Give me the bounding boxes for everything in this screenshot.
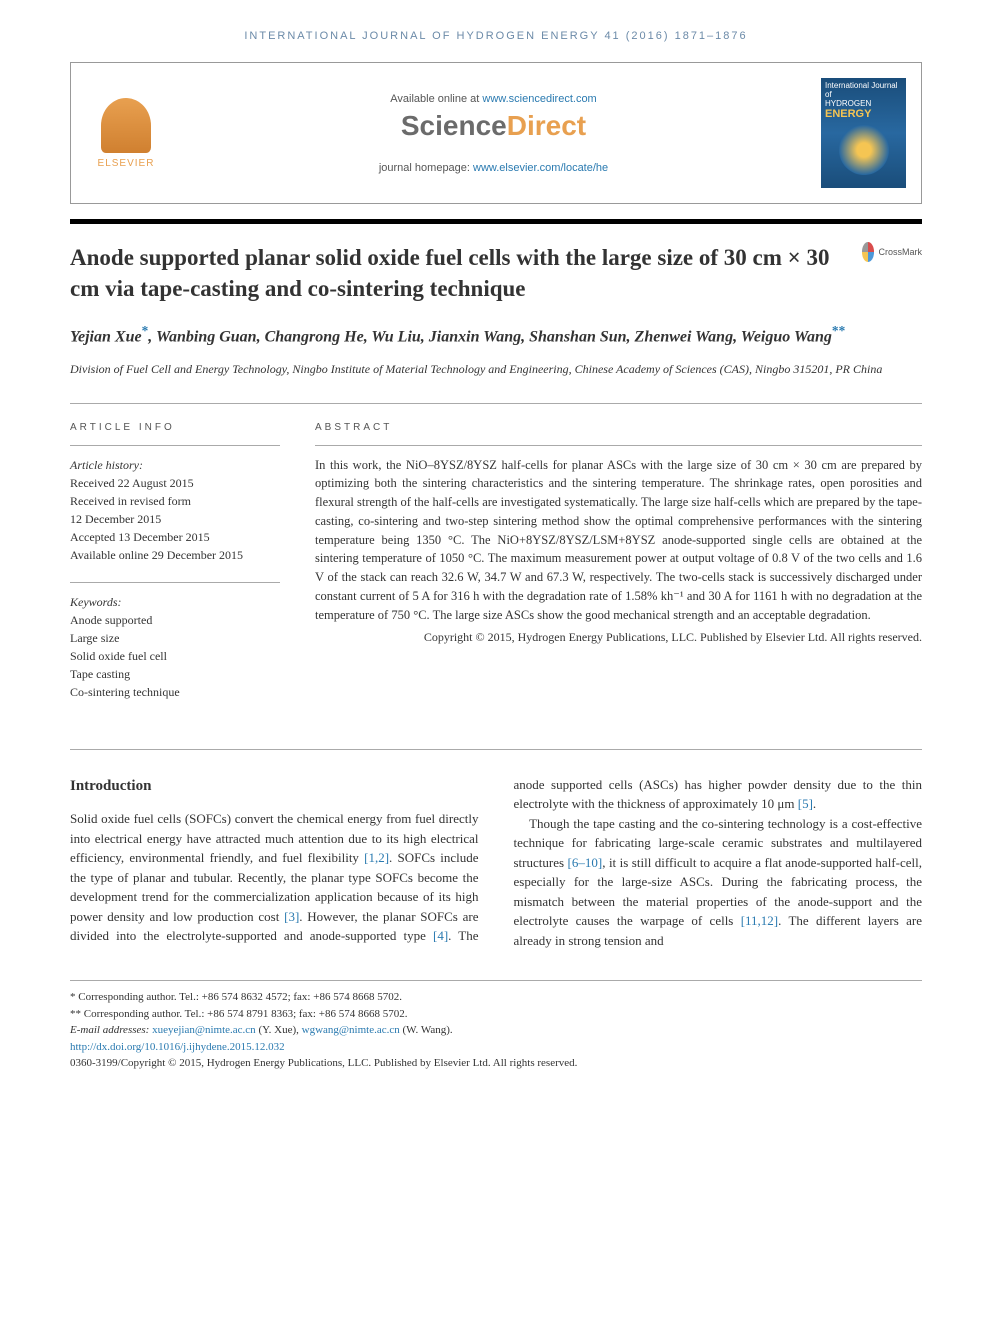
article-title: Anode supported planar solid oxide fuel … [70, 242, 847, 304]
crossmark-label: CrossMark [878, 247, 922, 257]
affiliation: Division of Fuel Cell and Energy Technol… [70, 361, 922, 378]
authors-list: Yejian Xue*, Wanbing Guan, Changrong He,… [70, 322, 922, 349]
email-who-2: (W. Wang). [400, 1024, 453, 1036]
journal-cover-thumbnail[interactable]: International Journal of HYDROGEN ENERGY [821, 78, 906, 188]
keyword-item: Large size [70, 629, 280, 647]
elsevier-label: ELSEVIER [98, 158, 155, 169]
email-prefix: E-mail addresses: [70, 1024, 152, 1036]
reference-link[interactable]: [3] [284, 909, 299, 924]
email-line: E-mail addresses: xueyejian@nimte.ac.cn … [70, 1022, 922, 1039]
keyword-item: Anode supported [70, 611, 280, 629]
abstract-text: In this work, the NiO–8YSZ/8YSZ half-cel… [315, 445, 922, 625]
elsevier-tree-icon [101, 98, 151, 153]
cover-subtitle: International Journal of [825, 82, 902, 100]
keywords-block: Keywords: Anode supported Large size Sol… [70, 582, 280, 701]
homepage-link[interactable]: www.elsevier.com/locate/he [473, 162, 608, 174]
corresponding-author-1: * Corresponding author. Tel.: +86 574 86… [70, 989, 922, 1006]
keyword-item: Co-sintering technique [70, 683, 280, 701]
keyword-item: Solid oxide fuel cell [70, 647, 280, 665]
online-date: Available online 29 December 2015 [70, 546, 280, 564]
sd-science-text: Science [401, 110, 507, 141]
article-history-block: Article history: Received 22 August 2015… [70, 445, 280, 564]
copyright-line: Copyright © 2015, Hydrogen Energy Public… [315, 629, 922, 646]
article-info-heading: ARTICLE INFO [70, 422, 280, 433]
introduction-heading: Introduction [70, 775, 479, 798]
cover-globe-icon [839, 125, 889, 175]
received-date: Received 22 August 2015 [70, 474, 280, 492]
accepted-date: Accepted 13 December 2015 [70, 528, 280, 546]
reference-link[interactable]: [4] [433, 928, 448, 943]
revised-line1: Received in revised form [70, 492, 280, 510]
reference-link[interactable]: [1,2] [364, 850, 389, 865]
keywords-label: Keywords: [70, 593, 280, 611]
section-divider [70, 749, 922, 750]
available-prefix: Available online at [390, 93, 482, 105]
issn-copyright-line: 0360-3199/Copyright © 2015, Hydrogen Ene… [70, 1055, 922, 1072]
crossmark-badge[interactable]: CrossMark [862, 242, 922, 262]
sciencedirect-link[interactable]: www.sciencedirect.com [482, 93, 596, 105]
corresponding-author-2: ** Corresponding author. Tel.: +86 574 8… [70, 1006, 922, 1023]
homepage-prefix: journal homepage: [379, 162, 473, 174]
history-label: Article history: [70, 456, 280, 474]
journal-header-box: ELSEVIER Available online at www.science… [70, 62, 922, 204]
available-online-line: Available online at www.sciencedirect.co… [166, 93, 821, 105]
divider-bar [70, 219, 922, 224]
abstract-heading: ABSTRACT [315, 422, 922, 433]
article-info-column: ARTICLE INFO Article history: Received 2… [70, 422, 280, 719]
cover-title-energy: ENERGY [825, 108, 902, 120]
doi-link[interactable]: http://dx.doi.org/10.1016/j.ijhydene.201… [70, 1041, 285, 1053]
crossmark-icon [862, 242, 874, 262]
reference-link[interactable]: [6–10] [568, 855, 603, 870]
sciencedirect-logo[interactable]: ScienceDirect [166, 110, 821, 142]
elsevier-logo[interactable]: ELSEVIER [86, 88, 166, 178]
homepage-line: journal homepage: www.elsevier.com/locat… [166, 162, 821, 174]
journal-citation-header: INTERNATIONAL JOURNAL OF HYDROGEN ENERGY… [70, 30, 922, 42]
sd-direct-text: Direct [507, 110, 586, 141]
reference-link[interactable]: [11,12] [741, 913, 778, 928]
email-who-1: (Y. Xue), [256, 1024, 302, 1036]
revised-line2: 12 December 2015 [70, 510, 280, 528]
body-paragraph: Though the tape casting and the co-sinte… [514, 814, 923, 951]
keyword-item: Tape casting [70, 665, 280, 683]
reference-link[interactable]: [5] [798, 796, 813, 811]
email-link-1[interactable]: xueyejian@nimte.ac.cn [152, 1024, 256, 1036]
sciencedirect-center: Available online at www.sciencedirect.co… [166, 93, 821, 174]
cover-title-hydrogen: HYDROGEN [825, 100, 902, 109]
abstract-column: ABSTRACT In this work, the NiO–8YSZ/8YSZ… [315, 422, 922, 719]
footer-block: * Corresponding author. Tel.: +86 574 86… [70, 980, 922, 1072]
body-text-columns: Introduction Solid oxide fuel cells (SOF… [70, 775, 922, 951]
email-link-2[interactable]: wgwang@nimte.ac.cn [302, 1024, 400, 1036]
